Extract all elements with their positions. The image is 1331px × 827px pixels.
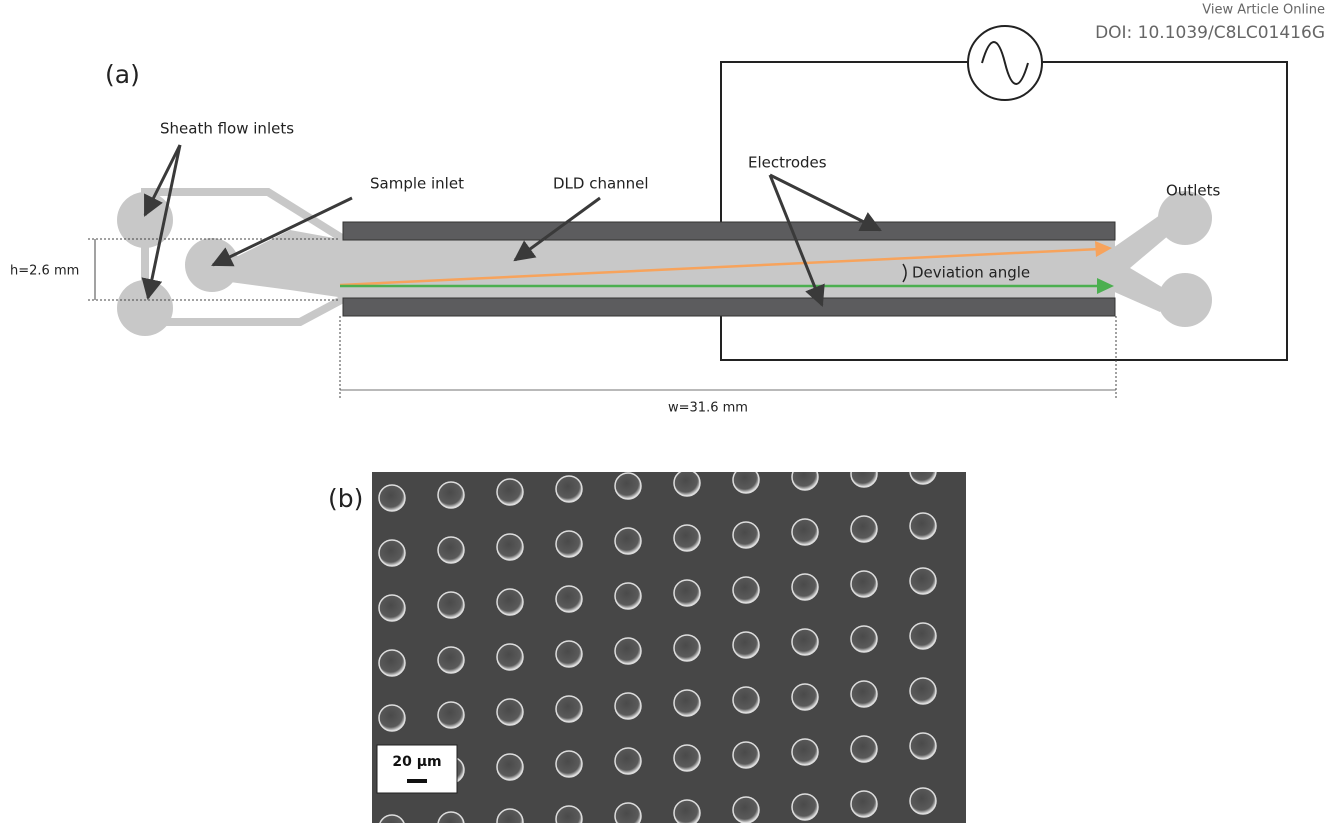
pillar — [851, 791, 877, 817]
pillar — [733, 577, 759, 603]
pillar — [615, 638, 641, 664]
pillar — [379, 705, 405, 731]
pillar — [674, 635, 700, 661]
pillar — [556, 531, 582, 557]
pillar — [733, 687, 759, 713]
scale-bar — [407, 779, 427, 783]
pillar — [792, 684, 818, 710]
pillar — [910, 733, 936, 759]
pillar — [556, 586, 582, 612]
pillar — [497, 699, 523, 725]
pillar — [615, 583, 641, 609]
pillar — [733, 632, 759, 658]
pillar — [438, 482, 464, 508]
pillar — [910, 788, 936, 814]
pillar — [733, 467, 759, 493]
scale-label: 20 µm — [392, 754, 441, 770]
panel-label: (a) — [105, 60, 140, 89]
pillar — [674, 525, 700, 551]
label: Electrodes — [748, 154, 827, 172]
pillar — [792, 629, 818, 655]
label: Outlets — [1166, 182, 1220, 200]
pillar — [733, 742, 759, 768]
label: Sample inlet — [370, 175, 464, 193]
pillar — [910, 678, 936, 704]
pillar — [438, 647, 464, 673]
pillar — [379, 595, 405, 621]
pillar — [733, 522, 759, 548]
pillar — [910, 568, 936, 594]
pillar — [910, 623, 936, 649]
pillar — [615, 803, 641, 823]
pillar — [851, 681, 877, 707]
view-article-link-text[interactable]: View Article Online — [1202, 3, 1325, 18]
pillar — [674, 470, 700, 496]
label: h=2.6 mm — [10, 264, 79, 279]
pillar — [497, 754, 523, 780]
pillar — [556, 751, 582, 777]
pillar — [497, 589, 523, 615]
pillar — [792, 464, 818, 490]
doi: DOI: 10.1039/C8LC01416G — [1095, 23, 1325, 43]
pillar — [497, 479, 523, 505]
pillar — [497, 644, 523, 670]
pillar — [851, 571, 877, 597]
pillar — [792, 794, 818, 820]
pillar — [556, 641, 582, 667]
pillar — [615, 693, 641, 719]
figure: View Article Online DOI: 10.1039/C8LC014… — [0, 0, 1331, 823]
label: Deviation angle — [912, 264, 1030, 282]
pillar — [910, 458, 936, 484]
electrode — [343, 222, 1115, 240]
pillar — [615, 528, 641, 554]
pillar — [438, 592, 464, 618]
pillar — [379, 485, 405, 511]
pillar — [674, 580, 700, 606]
pillar — [438, 702, 464, 728]
pillar — [851, 626, 877, 652]
pillar — [674, 745, 700, 771]
page: View Article Online DOI: 10.1039/C8LC014… — [0, 0, 1331, 823]
label: Sheath flow inlets — [160, 120, 294, 138]
pillar — [556, 476, 582, 502]
pillar — [851, 736, 877, 762]
pillar — [674, 800, 700, 823]
pillar — [615, 473, 641, 499]
pillar — [438, 537, 464, 563]
pillar — [792, 574, 818, 600]
pillar — [379, 540, 405, 566]
pillar — [792, 739, 818, 765]
pillar — [615, 748, 641, 774]
pillar — [851, 461, 877, 487]
label: w=31.6 mm — [668, 401, 748, 416]
label: DLD channel — [553, 175, 649, 193]
panel-label: (b) — [328, 484, 363, 513]
electrode — [343, 298, 1115, 316]
pillar — [497, 534, 523, 560]
pillar — [733, 797, 759, 823]
pillar — [556, 696, 582, 722]
pillar — [674, 690, 700, 716]
pillar — [379, 650, 405, 676]
view-article-link[interactable]: View Article Online — [1202, 3, 1325, 18]
pillar — [851, 516, 877, 542]
pillar — [792, 519, 818, 545]
pillar — [910, 513, 936, 539]
